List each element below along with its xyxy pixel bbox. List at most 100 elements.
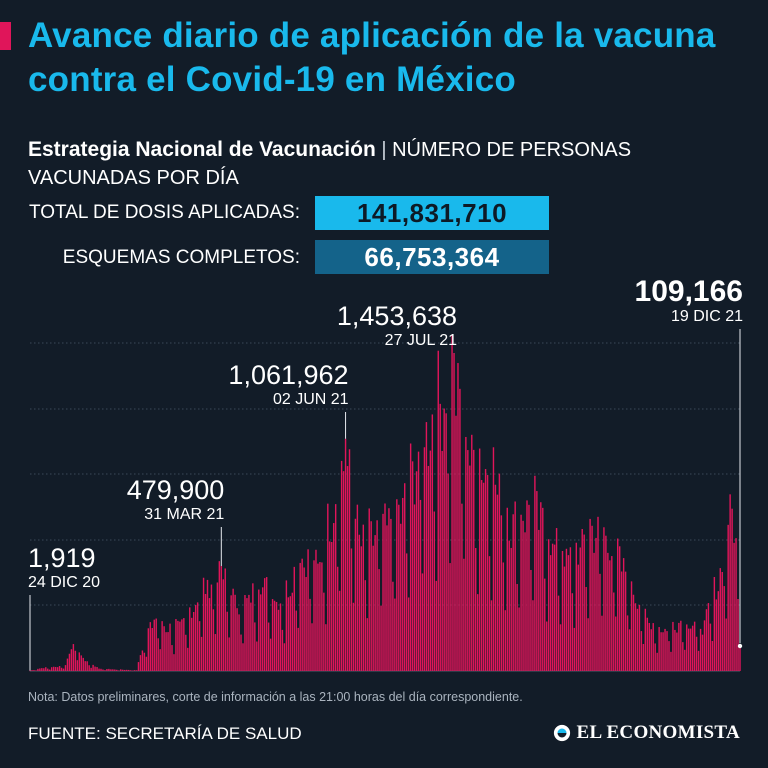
chart-bar [494, 484, 497, 671]
chart-bar [108, 668, 110, 671]
chart-bar [731, 508, 733, 671]
chart-bar [220, 566, 223, 671]
chart-bar [500, 515, 503, 671]
chart-subtitle: Estrategia Nacional de Vacunación | NÚME… [28, 136, 748, 192]
chart-bar [265, 577, 268, 671]
chart-bar [686, 624, 688, 671]
chart-bar [447, 473, 449, 671]
chart-bar [636, 608, 639, 671]
chart-bar [206, 579, 209, 671]
chart-bar [648, 622, 650, 671]
chart-bar [394, 598, 396, 671]
chart-bar [135, 670, 138, 671]
chart-bar [218, 561, 221, 671]
chart-bar [480, 480, 483, 671]
chart-bar [131, 670, 134, 672]
chart-bar [236, 608, 238, 671]
chart-bar [169, 623, 171, 671]
chart-bar [285, 580, 288, 671]
chart-bar [112, 669, 114, 671]
chart-bar [429, 450, 432, 671]
chart-bar [478, 448, 481, 671]
chart-bar [338, 590, 341, 671]
chart-bar [66, 658, 69, 671]
chart-bar [561, 550, 564, 671]
chart-bar [198, 621, 201, 671]
chart-title: Avance diario de aplicación de la vacuna… [28, 16, 716, 99]
chart-bar [116, 669, 118, 671]
chart-bar [697, 650, 700, 671]
chart-bar [92, 664, 94, 671]
chart-bar [597, 516, 599, 671]
chart-bar [305, 577, 307, 671]
chart-bar [547, 539, 550, 671]
chart-bar [232, 588, 234, 671]
chart-bar [699, 628, 702, 671]
chart-bar [366, 618, 368, 671]
chart-bar [204, 593, 207, 671]
chart-bar [317, 563, 319, 671]
chart-bar [707, 603, 710, 671]
chart-bar [601, 615, 603, 671]
annotation-date-label: 27 JUL 21 [385, 332, 457, 349]
chart-bar [739, 647, 741, 671]
annotation-value-label: 479,900 [127, 475, 225, 505]
chart-bar [319, 562, 321, 671]
chart-bar [147, 628, 150, 671]
chart-bar [386, 525, 388, 671]
chart-bar [54, 666, 57, 671]
chart-bar [646, 617, 649, 671]
chart-bar [303, 567, 305, 671]
chart-bar [605, 535, 607, 671]
chart-bar [360, 546, 363, 671]
chart-bar [504, 610, 507, 671]
chart-bar [228, 637, 230, 671]
chart-bar [348, 449, 351, 671]
chart-bar [551, 543, 554, 671]
chart-bar [287, 597, 290, 671]
chart-bar [476, 594, 479, 671]
chart-bar [514, 501, 516, 671]
chart-bar [575, 542, 578, 671]
chart-bar [311, 623, 313, 671]
chart-bar [508, 540, 510, 671]
chart-bar [431, 414, 434, 671]
chart-bar [453, 353, 455, 671]
chart-bar [449, 563, 451, 671]
chart-bar [557, 595, 560, 671]
chart-bar [415, 471, 418, 671]
chart-bar [340, 460, 343, 671]
chart-bar [33, 670, 35, 671]
chart-bar [329, 541, 331, 671]
chart-bar [654, 643, 656, 671]
chart-bar [684, 649, 686, 671]
chart-bar [546, 621, 548, 671]
total-doses-label: TOTAL DE DOSIS APLICADAS: [28, 202, 300, 223]
annotation-value-label: 1,061,962 [228, 360, 348, 390]
chart-bar [496, 494, 499, 671]
chart-bar [603, 527, 605, 671]
chart-bar [425, 422, 428, 671]
chart-bar [725, 618, 727, 671]
chart-bar [191, 617, 193, 671]
chart-bar [609, 560, 611, 671]
chart-bar [573, 627, 576, 671]
chart-bar [118, 670, 120, 672]
chart-bar [256, 641, 258, 671]
chart-bar [246, 598, 248, 671]
chart-bar [31, 670, 33, 671]
chart-bar [579, 547, 581, 671]
chart-bar [599, 573, 601, 671]
chart-bar [143, 652, 146, 671]
chart-bar [275, 601, 278, 671]
chart-bar [167, 632, 169, 671]
chart-bar [719, 568, 721, 671]
chart-bar [583, 534, 585, 671]
chart-bar [192, 612, 195, 671]
chart-bar [307, 549, 309, 671]
chart-bar [390, 518, 392, 671]
chart-bar [68, 653, 71, 671]
chart-bar [173, 654, 175, 671]
chart-bar [100, 668, 102, 671]
